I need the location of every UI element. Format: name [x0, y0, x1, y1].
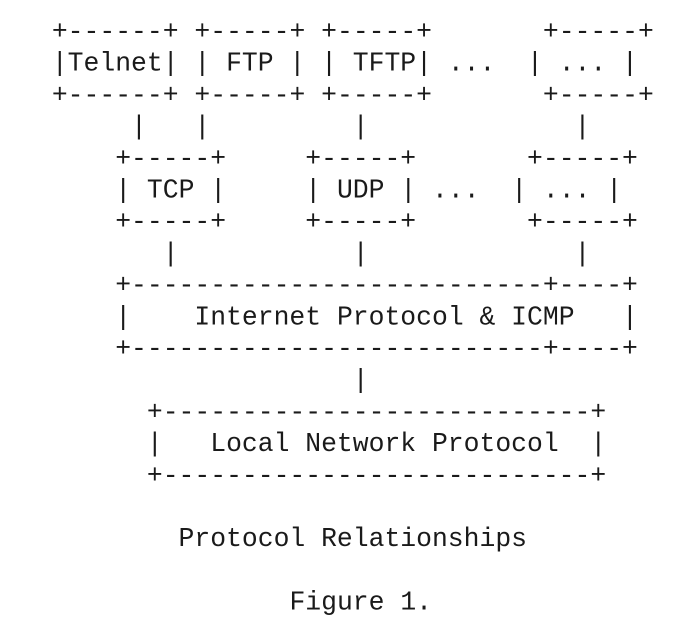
diagram-line: +---------------------------+ — [36, 461, 606, 491]
diagram-line: Protocol Relationships — [36, 524, 527, 554]
diagram-line: +---------------------------+ — [36, 397, 606, 427]
diagram-line: | Internet Protocol & ICMP | — [36, 302, 638, 332]
diagram-line: | TCP | | UDP | ... | ... | — [36, 176, 622, 206]
diagram-line: +-----+ +-----+ +-----+ — [36, 207, 638, 237]
diagram-line: | | | — [36, 239, 590, 269]
diagram-line: | Local Network Protocol | — [36, 429, 606, 459]
diagram-line: +------+ +-----+ +-----+ +-----+ — [36, 17, 654, 47]
diagram-line: +-----+ +-----+ +-----+ — [36, 144, 638, 174]
diagram-line: +--------------------------+----+ — [36, 271, 638, 301]
diagram-line: | | | | — [36, 112, 590, 142]
diagram-line: |Telnet| | FTP | | TFTP| ... | ... | — [36, 49, 638, 79]
diagram-line: +--------------------------+----+ — [36, 334, 638, 364]
diagram-line: | — [36, 366, 369, 396]
diagram-line: +------+ +-----+ +-----+ +-----+ — [36, 80, 654, 110]
diagram-line: Figure 1. — [36, 588, 432, 618]
